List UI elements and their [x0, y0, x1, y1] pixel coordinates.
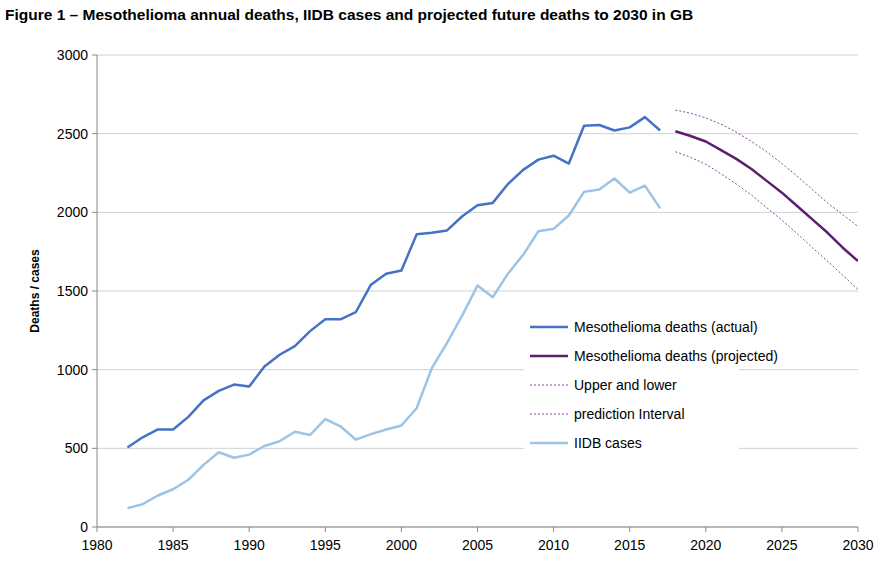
x-tick-label: 2000: [386, 537, 417, 553]
x-tick-label: 1990: [234, 537, 265, 553]
x-tick-label: 2015: [614, 537, 645, 553]
x-tick: [705, 527, 706, 532]
x-tick: [97, 527, 98, 532]
x-tick-label: 2025: [766, 537, 797, 553]
y-tick-label: 2000: [57, 204, 88, 220]
legend-label: Mesothelioma deaths (projected): [574, 348, 778, 364]
x-tick-label: 1995: [310, 537, 341, 553]
x-tick-label: 2010: [538, 537, 569, 553]
chart: Figure 1 – Mesothelioma annual deaths, I…: [0, 0, 891, 567]
grid-line: [97, 448, 858, 449]
y-tick: [92, 133, 97, 134]
legend-label: Upper and lower: [574, 377, 677, 393]
y-axis: [97, 55, 98, 527]
y-tick: [92, 448, 97, 449]
x-tick: [325, 527, 326, 532]
x-tick: [781, 527, 782, 532]
x-tick: [629, 527, 630, 532]
x-tick-label: 2005: [462, 537, 493, 553]
legend-label: prediction Interval: [574, 406, 685, 422]
x-tick: [477, 527, 478, 532]
legend: Mesothelioma deaths (actual) Mesothelioma…: [524, 312, 778, 463]
series-line: [675, 152, 858, 290]
x-tick: [858, 527, 859, 532]
y-tick-label: 500: [65, 440, 89, 456]
x-tick-label: 1985: [158, 537, 189, 553]
legend-swatch: [530, 355, 568, 358]
y-tick-label: 3000: [57, 47, 88, 63]
grid-line: [97, 133, 858, 134]
series-line: [675, 110, 858, 226]
grid-line: [97, 212, 858, 213]
y-tick: [92, 212, 97, 213]
legend-label: IIDB cases: [574, 435, 642, 451]
y-tick: [92, 55, 97, 56]
grid-line: [97, 369, 858, 370]
x-tick: [249, 527, 250, 532]
y-tick-label: 1000: [57, 362, 88, 378]
title: Figure 1 – Mesothelioma annual deaths, I…: [5, 6, 693, 23]
y-tick: [92, 527, 97, 528]
x-tick: [553, 527, 554, 532]
x-tick: [401, 527, 402, 532]
grid-line: [97, 291, 858, 292]
y-tick: [92, 291, 97, 292]
x-tick-label: 2030: [842, 537, 873, 553]
x-tick: [173, 527, 174, 532]
legend-swatch: [530, 326, 568, 329]
x-tick-label: 1980: [81, 537, 112, 553]
plot-area: [127, 110, 858, 508]
series-line: [675, 131, 858, 261]
grid-line: [97, 55, 858, 56]
legend-swatch: [530, 442, 568, 445]
x-tick-label: 2020: [690, 537, 721, 553]
y-tick-label: 2500: [57, 126, 88, 142]
legend-label: Mesothelioma deaths (actual): [574, 319, 758, 335]
y-axis-label: Deaths / cases: [28, 249, 42, 333]
y-tick-label: 0: [80, 519, 88, 535]
y-tick-label: 1500: [57, 283, 88, 299]
y-tick: [92, 369, 97, 370]
legend-swatch: [530, 385, 568, 386]
legend-swatch: [530, 414, 568, 415]
